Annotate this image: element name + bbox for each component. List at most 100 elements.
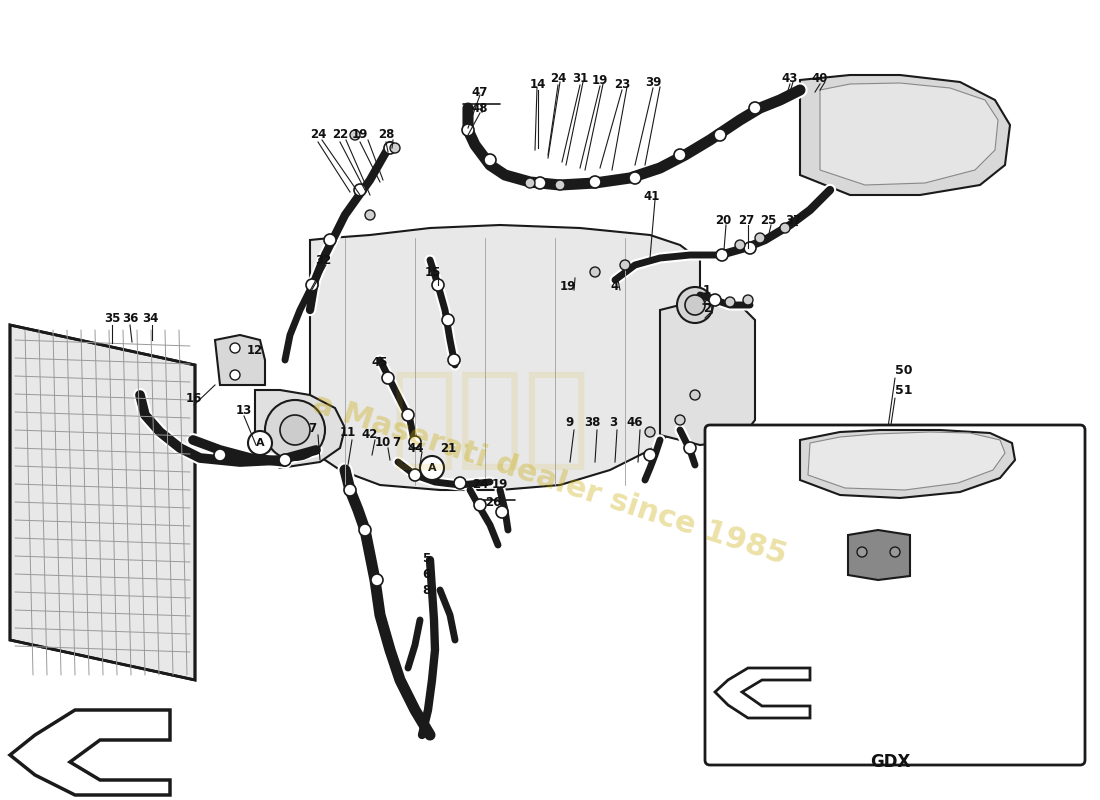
Text: 1: 1 xyxy=(703,283,711,297)
Polygon shape xyxy=(10,325,195,680)
Circle shape xyxy=(675,415,685,425)
Circle shape xyxy=(474,499,486,511)
Circle shape xyxy=(645,427,654,437)
Circle shape xyxy=(588,176,601,188)
Text: 4: 4 xyxy=(610,279,619,293)
Circle shape xyxy=(590,267,600,277)
Polygon shape xyxy=(800,75,1010,195)
Circle shape xyxy=(442,314,454,326)
Text: 3: 3 xyxy=(609,415,617,429)
Text: a Maserati dealer since 1985: a Maserati dealer since 1985 xyxy=(309,390,791,570)
Text: 40: 40 xyxy=(812,71,828,85)
Text: 26: 26 xyxy=(485,495,502,509)
Circle shape xyxy=(382,372,394,384)
Circle shape xyxy=(780,223,790,233)
Circle shape xyxy=(448,354,460,366)
Circle shape xyxy=(716,249,728,261)
Text: 6: 6 xyxy=(422,567,430,581)
Circle shape xyxy=(350,130,360,140)
Circle shape xyxy=(324,234,336,246)
Text: 50: 50 xyxy=(895,363,913,377)
Text: 2: 2 xyxy=(703,302,711,314)
Text: 7: 7 xyxy=(392,435,400,449)
Circle shape xyxy=(735,240,745,250)
Circle shape xyxy=(484,154,496,166)
Text: 23: 23 xyxy=(614,78,630,90)
Circle shape xyxy=(384,142,396,154)
Text: 48: 48 xyxy=(472,102,488,114)
Polygon shape xyxy=(660,300,755,445)
Circle shape xyxy=(402,409,414,421)
Text: 39: 39 xyxy=(645,77,661,90)
Polygon shape xyxy=(808,432,1005,490)
Polygon shape xyxy=(820,83,998,185)
Text: 25: 25 xyxy=(760,214,777,226)
Text: 24: 24 xyxy=(472,478,488,490)
Circle shape xyxy=(749,102,761,114)
Circle shape xyxy=(534,177,546,189)
Circle shape xyxy=(365,210,375,220)
Text: 31: 31 xyxy=(572,71,588,85)
Circle shape xyxy=(214,449,225,461)
Circle shape xyxy=(890,547,900,557)
Text: A: A xyxy=(428,463,437,473)
Circle shape xyxy=(685,295,705,315)
Circle shape xyxy=(462,124,474,136)
Circle shape xyxy=(390,143,400,153)
Text: 42: 42 xyxy=(362,429,378,442)
Circle shape xyxy=(629,172,641,184)
Circle shape xyxy=(344,484,356,496)
Circle shape xyxy=(714,129,726,141)
Text: 37: 37 xyxy=(785,214,801,226)
Circle shape xyxy=(371,574,383,586)
Text: 41: 41 xyxy=(644,190,660,202)
Text: 36: 36 xyxy=(122,311,139,325)
Text: 51: 51 xyxy=(895,383,913,397)
Text: 28: 28 xyxy=(377,129,394,142)
Circle shape xyxy=(676,287,713,323)
Circle shape xyxy=(432,279,444,291)
Text: 5: 5 xyxy=(422,551,430,565)
Circle shape xyxy=(620,260,630,270)
Circle shape xyxy=(755,233,764,243)
Circle shape xyxy=(644,449,656,461)
Polygon shape xyxy=(800,430,1015,498)
Text: GDX: GDX xyxy=(870,753,910,771)
Text: 14: 14 xyxy=(530,78,547,90)
Circle shape xyxy=(725,297,735,307)
Circle shape xyxy=(280,415,310,445)
Text: 16: 16 xyxy=(186,391,202,405)
Polygon shape xyxy=(715,668,810,718)
Text: 32: 32 xyxy=(315,254,331,266)
Text: 24: 24 xyxy=(550,71,566,85)
Text: 20: 20 xyxy=(715,214,732,226)
Circle shape xyxy=(306,279,318,291)
Text: 45: 45 xyxy=(372,355,388,369)
Polygon shape xyxy=(10,710,170,795)
Circle shape xyxy=(454,477,466,489)
Text: 43: 43 xyxy=(782,71,799,85)
Circle shape xyxy=(354,184,366,196)
Circle shape xyxy=(248,431,272,455)
Circle shape xyxy=(409,436,421,448)
Polygon shape xyxy=(848,530,910,580)
Text: 11: 11 xyxy=(340,426,356,438)
Text: 13: 13 xyxy=(235,403,252,417)
Text: 44: 44 xyxy=(408,442,425,454)
Circle shape xyxy=(710,294,720,306)
Text: 19: 19 xyxy=(492,478,508,490)
Text: 19: 19 xyxy=(560,279,576,293)
Circle shape xyxy=(265,400,324,460)
Text: 15: 15 xyxy=(425,266,441,278)
Circle shape xyxy=(674,149,686,161)
Text: 47: 47 xyxy=(472,86,488,98)
Circle shape xyxy=(690,390,700,400)
Circle shape xyxy=(279,454,292,466)
Polygon shape xyxy=(255,390,345,468)
Text: A: A xyxy=(255,438,264,448)
Circle shape xyxy=(742,295,754,305)
Circle shape xyxy=(525,178,535,188)
Text: 21: 21 xyxy=(440,442,456,454)
Text: 46: 46 xyxy=(627,415,644,429)
Text: 24: 24 xyxy=(310,129,327,142)
